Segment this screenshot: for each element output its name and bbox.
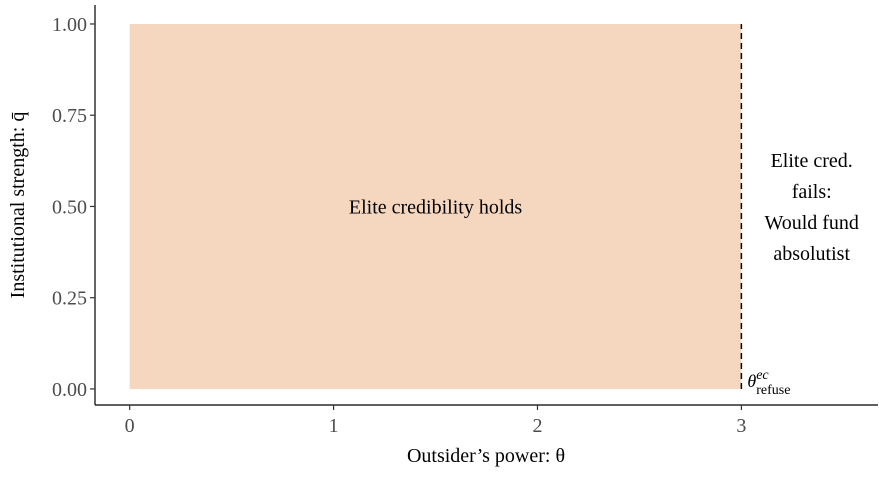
x-tick-label: 2 [532,415,542,437]
y-tick-label: 0.75 [52,105,87,127]
fail-label: fails: [792,181,832,203]
region [129,23,742,389]
x-axis-title: Outsider’s power: θ [407,445,565,467]
region-label: Elite credibility holds [349,196,523,218]
y-tick-label: 0.25 [52,288,87,310]
fail-label: Would fund [764,212,859,234]
threshold-label-sup: ec [756,368,769,383]
x-tick-label: 0 [125,415,135,437]
fail-label: absolutist [773,243,850,265]
y-tick-label: 0.00 [52,379,87,401]
x-tick-label: 1 [329,415,339,437]
x-tick-label: 3 [736,415,746,437]
threshold-label: θec refuse [747,368,790,398]
fail-label: Elite cred. [771,150,853,172]
threshold-label-base: θ [747,371,756,391]
y-tick-label: 1.00 [52,14,87,36]
threshold-label-sub: refuse [756,383,790,398]
y-axis-title: Institutional strength: q̄ [7,112,29,299]
y-tick-label: 0.50 [52,196,87,218]
